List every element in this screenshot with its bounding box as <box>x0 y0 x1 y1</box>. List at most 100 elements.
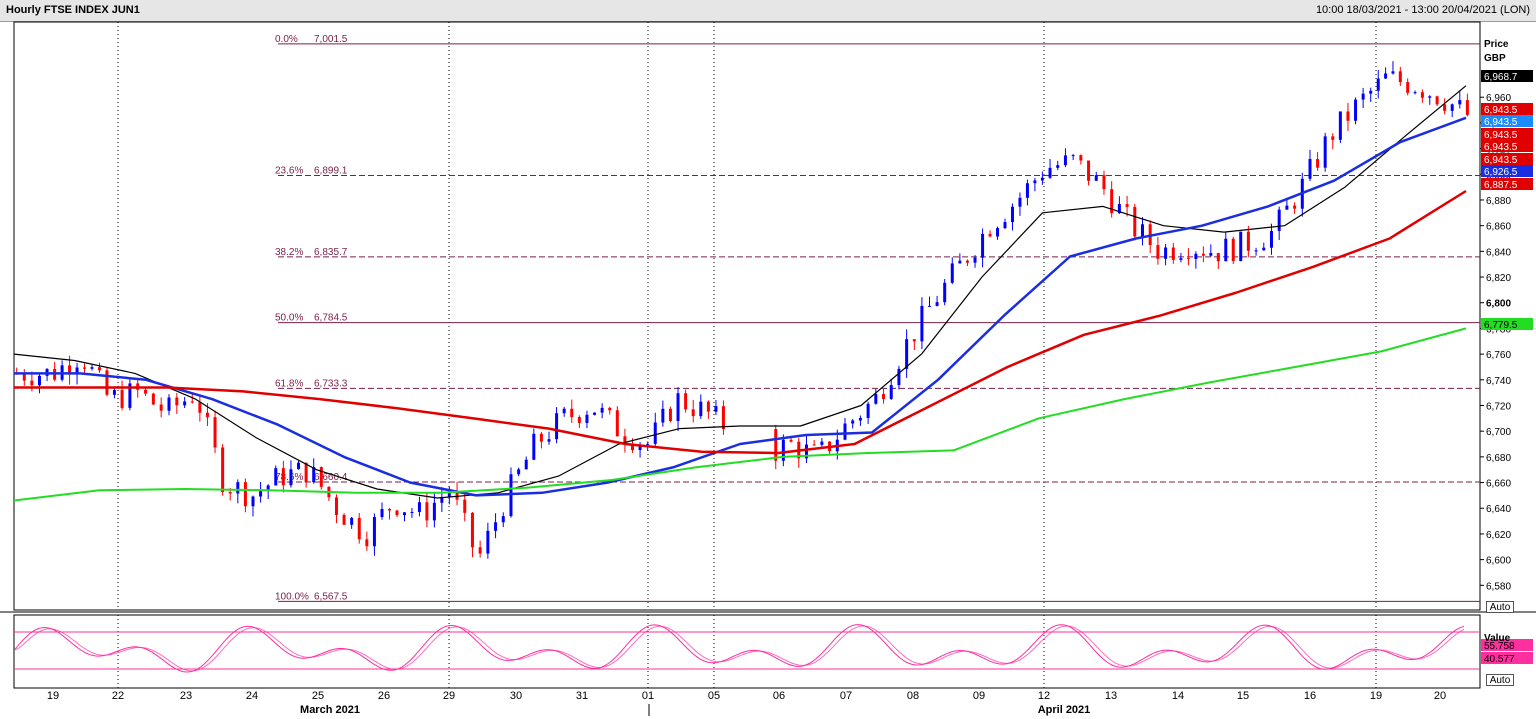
x-day-label: 06 <box>773 690 785 702</box>
price-tag-label: 6,943.5 <box>1484 105 1518 116</box>
candle-body <box>1140 224 1144 237</box>
candle-body <box>843 423 847 440</box>
candle-body <box>350 517 354 525</box>
fib-percent: 61.8% <box>275 378 303 389</box>
candle-body <box>1465 100 1469 115</box>
candle-body <box>410 511 414 513</box>
price-axis-unit: GBP <box>1484 53 1506 64</box>
y-tick-label: 6,760 <box>1486 350 1511 361</box>
candle-body <box>524 459 528 470</box>
x-day-label: 25 <box>312 690 324 702</box>
candles <box>15 61 1469 559</box>
y-tick-label: 6,640 <box>1486 504 1511 515</box>
candle-body <box>1010 206 1014 223</box>
candle-body <box>988 233 992 237</box>
candle-body <box>334 497 338 515</box>
candle-body <box>1354 99 1358 121</box>
candle-body <box>774 429 778 461</box>
fib-percent: 23.6% <box>275 165 303 176</box>
fib-percent: 0.0% <box>275 34 298 45</box>
candle-body <box>297 462 301 470</box>
candle-body <box>851 420 855 424</box>
x-day-label: 20 <box>1434 690 1446 702</box>
candle-body <box>691 409 695 417</box>
candle-body <box>1063 155 1067 166</box>
price-tag <box>1481 115 1533 127</box>
osc-tag-label: 40.577 <box>1484 654 1515 665</box>
candle-body <box>684 393 688 410</box>
candle-body <box>388 509 392 511</box>
candle-body <box>958 260 962 264</box>
date-range: 10:00 18/03/2021 - 13:00 20/04/2021 (LON… <box>1315 4 1530 16</box>
osc-auto-button[interactable]: Auto <box>1486 674 1514 686</box>
x-day-label: 26 <box>378 690 390 702</box>
candle-body <box>517 469 521 475</box>
candle-body <box>608 407 612 411</box>
candle-body <box>22 373 26 381</box>
candle-body <box>1056 165 1060 168</box>
candle-body <box>1239 231 1243 262</box>
candle-body <box>714 406 718 412</box>
candle-body <box>1117 204 1121 214</box>
candle-body <box>577 416 581 423</box>
price-tag <box>1481 165 1533 177</box>
candle-body <box>1316 159 1320 168</box>
candle-body <box>274 468 278 486</box>
candle-body <box>1079 155 1083 161</box>
candle-body <box>539 433 543 442</box>
candle-body <box>128 383 132 408</box>
y-tick-label: 6,620 <box>1486 530 1511 541</box>
candle-body <box>463 499 467 513</box>
candle-body <box>1201 253 1205 256</box>
fib-percent: 50.0% <box>275 313 303 324</box>
candle-body <box>1361 93 1365 100</box>
candle-body <box>1133 206 1137 237</box>
candle-body <box>1216 253 1220 262</box>
candle-body <box>470 512 474 548</box>
candle-body <box>501 516 505 523</box>
x-month-label: April 2021 <box>1038 704 1091 716</box>
candle-body <box>440 497 444 503</box>
y-tick-label: 6,680 <box>1486 453 1511 464</box>
candle-body <box>1224 238 1228 262</box>
ma-green-line <box>13 327 1467 502</box>
candle-body <box>882 394 886 399</box>
candle-body <box>228 492 232 494</box>
candle-body <box>653 422 657 444</box>
x-day-label: 08 <box>907 690 919 702</box>
candle-body <box>1194 253 1198 259</box>
candle-body <box>159 404 163 411</box>
x-day-label: 01 <box>642 690 654 702</box>
candle-body <box>1369 90 1373 94</box>
y-tick-label: 6,880 <box>1486 196 1511 207</box>
candle-body <box>425 502 429 521</box>
candle-body <box>1246 231 1250 251</box>
candle-body <box>1269 230 1273 248</box>
candle-body <box>1435 96 1439 105</box>
candle-body <box>1048 167 1052 178</box>
candle-body <box>90 367 94 369</box>
candle-body <box>1331 136 1335 140</box>
fib-percent: 78.6% <box>275 472 303 483</box>
y-tick-label: 6,700 <box>1486 427 1511 438</box>
candle-body <box>1231 238 1235 262</box>
candle-body <box>820 441 824 445</box>
candle-body <box>1071 155 1075 157</box>
x-day-label: 07 <box>840 690 852 702</box>
candle-body <box>105 370 109 395</box>
candle-body <box>1420 92 1424 98</box>
candle-body <box>1018 197 1022 207</box>
x-day-label: 13 <box>1105 690 1117 702</box>
candle-body <box>319 467 323 487</box>
candle-body <box>281 468 285 486</box>
fib-value: 6,733.3 <box>314 378 348 389</box>
price-tag <box>1481 140 1533 152</box>
candle-body <box>699 401 703 417</box>
candle-body <box>289 469 293 486</box>
candle-body <box>928 305 931 307</box>
price-auto-button[interactable]: Auto <box>1486 601 1514 613</box>
candle-body <box>1171 247 1175 260</box>
price-tag-label: 6,943.5 <box>1484 117 1518 128</box>
price-tag <box>1481 103 1533 115</box>
